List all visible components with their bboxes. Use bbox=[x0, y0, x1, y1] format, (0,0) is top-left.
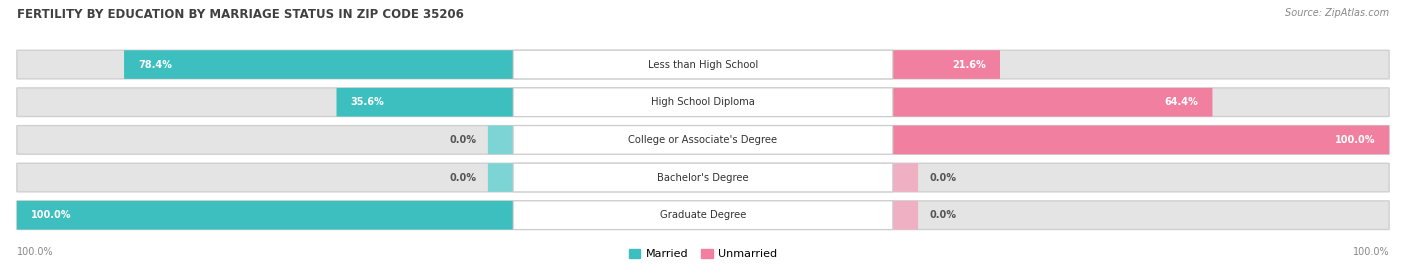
FancyBboxPatch shape bbox=[513, 201, 893, 229]
FancyBboxPatch shape bbox=[17, 201, 513, 229]
Text: Bachelor's Degree: Bachelor's Degree bbox=[657, 172, 749, 183]
FancyBboxPatch shape bbox=[513, 50, 893, 79]
Text: 0.0%: 0.0% bbox=[929, 210, 956, 220]
Text: 100.0%: 100.0% bbox=[17, 247, 53, 257]
FancyBboxPatch shape bbox=[513, 126, 893, 154]
FancyBboxPatch shape bbox=[488, 126, 513, 154]
Text: 0.0%: 0.0% bbox=[450, 172, 477, 183]
Text: College or Associate's Degree: College or Associate's Degree bbox=[628, 135, 778, 145]
Legend: Married, Unmarried: Married, Unmarried bbox=[624, 244, 782, 263]
Text: 35.6%: 35.6% bbox=[350, 97, 384, 107]
FancyBboxPatch shape bbox=[893, 201, 918, 229]
Text: 100.0%: 100.0% bbox=[1353, 247, 1389, 257]
FancyBboxPatch shape bbox=[17, 88, 1389, 116]
FancyBboxPatch shape bbox=[513, 163, 893, 192]
FancyBboxPatch shape bbox=[513, 88, 893, 116]
Text: 0.0%: 0.0% bbox=[929, 172, 956, 183]
FancyBboxPatch shape bbox=[17, 50, 1389, 79]
Text: 64.4%: 64.4% bbox=[1164, 97, 1198, 107]
FancyBboxPatch shape bbox=[17, 201, 1389, 229]
Text: 78.4%: 78.4% bbox=[138, 59, 172, 70]
Text: 100.0%: 100.0% bbox=[1334, 135, 1375, 145]
Text: 0.0%: 0.0% bbox=[450, 135, 477, 145]
FancyBboxPatch shape bbox=[17, 50, 1389, 79]
FancyBboxPatch shape bbox=[17, 201, 1389, 229]
FancyBboxPatch shape bbox=[17, 88, 1389, 116]
Text: Less than High School: Less than High School bbox=[648, 59, 758, 70]
FancyBboxPatch shape bbox=[893, 163, 918, 192]
FancyBboxPatch shape bbox=[17, 163, 1389, 192]
Text: Source: ZipAtlas.com: Source: ZipAtlas.com bbox=[1285, 8, 1389, 18]
FancyBboxPatch shape bbox=[336, 88, 513, 116]
FancyBboxPatch shape bbox=[893, 50, 1000, 79]
FancyBboxPatch shape bbox=[17, 126, 1389, 154]
Text: High School Diploma: High School Diploma bbox=[651, 97, 755, 107]
FancyBboxPatch shape bbox=[17, 126, 1389, 154]
Text: FERTILITY BY EDUCATION BY MARRIAGE STATUS IN ZIP CODE 35206: FERTILITY BY EDUCATION BY MARRIAGE STATU… bbox=[17, 8, 464, 21]
FancyBboxPatch shape bbox=[124, 50, 513, 79]
FancyBboxPatch shape bbox=[893, 88, 1212, 116]
Text: 100.0%: 100.0% bbox=[31, 210, 72, 220]
FancyBboxPatch shape bbox=[893, 126, 1389, 154]
Text: 21.6%: 21.6% bbox=[952, 59, 986, 70]
Text: Graduate Degree: Graduate Degree bbox=[659, 210, 747, 220]
FancyBboxPatch shape bbox=[488, 163, 513, 192]
FancyBboxPatch shape bbox=[17, 163, 1389, 192]
